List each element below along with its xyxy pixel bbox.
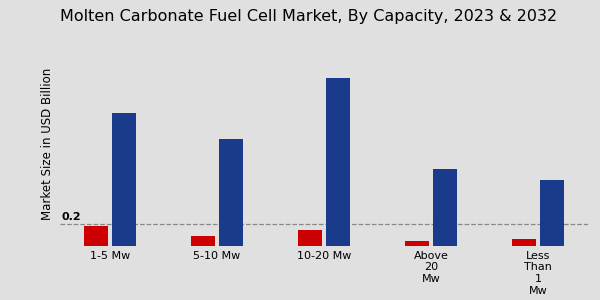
Bar [512, 239, 536, 246]
Y-axis label: Market Size in USD Billion: Market Size in USD Billion [41, 68, 55, 220]
Legend: 2023, 2032: 2023, 2032 [457, 0, 582, 5]
Bar [298, 230, 322, 246]
Text: 0.2: 0.2 [62, 212, 81, 221]
Bar [541, 180, 564, 246]
Bar [220, 139, 243, 246]
Bar [84, 226, 107, 246]
Bar [405, 241, 428, 246]
Bar [433, 169, 457, 246]
Bar [191, 236, 215, 246]
Bar [112, 113, 136, 246]
Text: Molten Carbonate Fuel Cell Market, By Capacity, 2023 & 2032: Molten Carbonate Fuel Cell Market, By Ca… [60, 9, 557, 24]
Bar [326, 78, 350, 246]
